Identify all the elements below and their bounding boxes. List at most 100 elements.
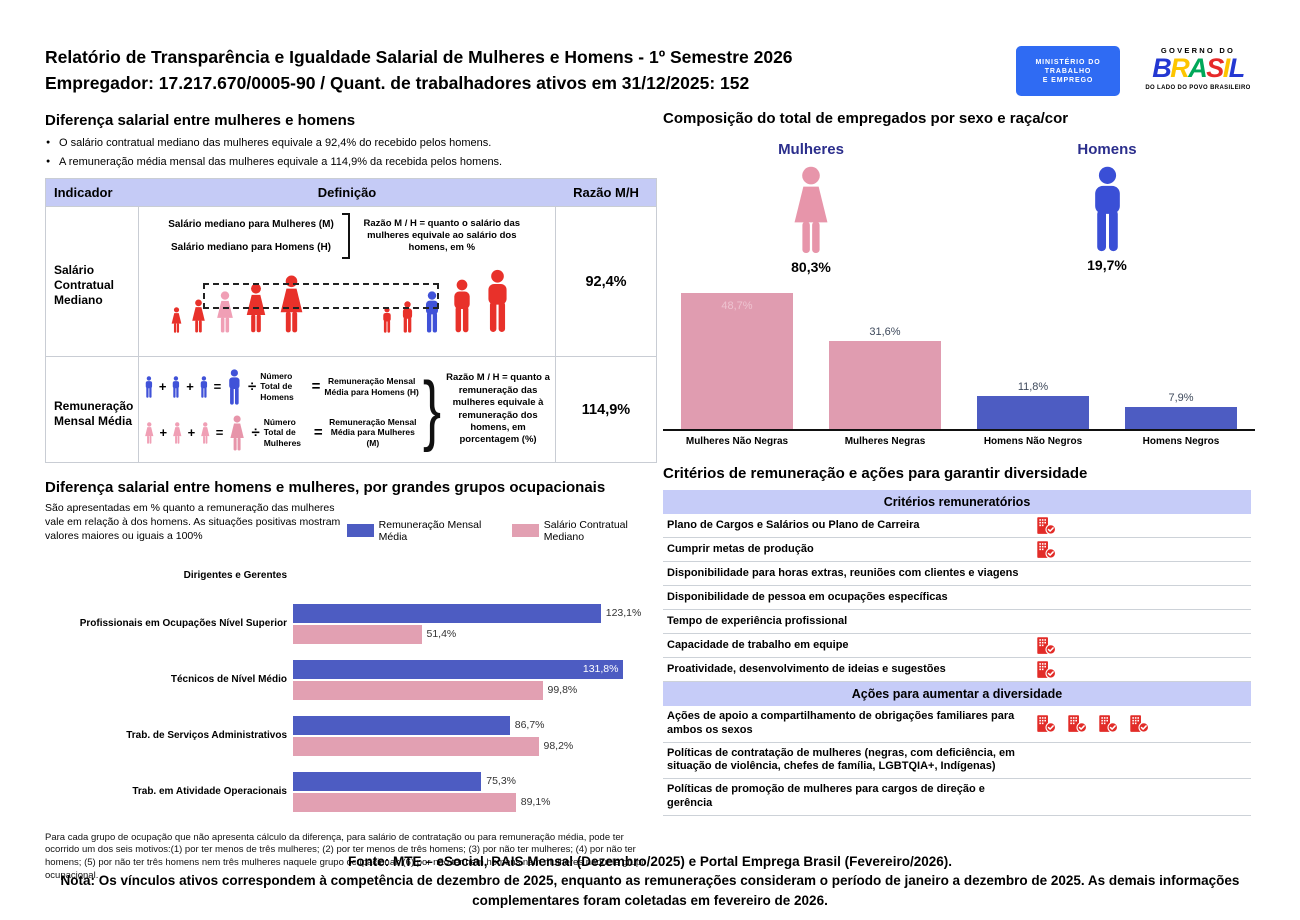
criteria-section-title: Critérios de remuneração e ações para ga… xyxy=(663,465,1088,482)
divisor-label-women: Número Total de Mulheres xyxy=(263,417,302,448)
bar-value-label: 11,8% xyxy=(1017,380,1049,393)
criteria-checks xyxy=(1035,660,1251,679)
table-row-salario-mediano: Salário Contratual Mediano Salário media… xyxy=(46,206,656,356)
occupational-bar-chart: Dirigentes e Gerentes Profissionais em O… xyxy=(45,556,657,820)
ratio-definition-note: Razão M / H = quanto a remuneração das m… xyxy=(446,372,550,446)
legend-swatch-pink xyxy=(512,524,539,538)
divide-sign: ÷ xyxy=(251,424,260,441)
bar-value-label: 51,4% xyxy=(426,628,457,641)
bar-pair: 86,7% 98,2% xyxy=(293,715,657,756)
report-footer: Fonte: MTE – eSocial, RAIS Mensal (Dezem… xyxy=(0,854,1300,910)
gov-logo-brand: BRASIL xyxy=(1152,53,1246,83)
chart-group-administrativos: Trab. de Serviços Administrativos 86,7% … xyxy=(45,708,657,764)
bar-row: 131,8% xyxy=(293,659,657,679)
brand-letter: L xyxy=(1228,53,1246,83)
def-line-homens: Salário mediano para Homens (H) xyxy=(170,242,332,253)
bar-value-label: 99,8% xyxy=(547,684,578,697)
salary-gap-title: Diferença salarial entre mulheres e home… xyxy=(45,112,356,129)
bar-row: 86,7% xyxy=(293,715,657,735)
building-check-icon xyxy=(1035,516,1057,535)
divide-sign: ÷ xyxy=(248,378,257,395)
report-title: Relatório de Transparência e Igualdade S… xyxy=(45,47,793,67)
action-row: Políticas de promoção de mulheres para c… xyxy=(663,779,1251,816)
salary-gap-bullets: O salário contratual mediano das mulhere… xyxy=(45,137,657,168)
criteria-row: Plano de Cargos e Salários ou Plano de C… xyxy=(663,514,1251,538)
bar-mulheres-negras xyxy=(829,340,941,429)
woman-large-icon xyxy=(786,166,836,254)
bar-value-label: 98,2% xyxy=(543,740,574,753)
band-acoes: Ações para aumentar a diversidade xyxy=(663,682,1251,706)
bullet-remuneracao: A remuneração média mensal das mulheres … xyxy=(46,156,657,168)
report-header: Relatório de Transparência e Igualdade S… xyxy=(45,44,793,97)
chart-legend: Remuneração Mensal Média Salário Contrat… xyxy=(346,518,657,543)
chart-group-dirigentes: Dirigentes e Gerentes xyxy=(45,556,657,596)
table-row-remuneracao-media: Remuneração Mensal Média + + = ÷ Núme xyxy=(46,356,656,462)
summary-label: Homens xyxy=(1077,141,1137,158)
category-label: Homens Negros xyxy=(1142,436,1220,447)
definition-cell: Salário mediano para Mulheres (M) Salári… xyxy=(138,207,556,356)
man-icon xyxy=(380,307,394,333)
legend-label: Salário Contratual Mediano xyxy=(543,518,628,543)
summary-homens: Homens 19,7% xyxy=(1017,141,1197,275)
bar-value-label: 131,8% xyxy=(582,663,619,676)
action-checks xyxy=(1035,714,1251,733)
definition-diagram: Salário mediano para Mulheres (M) Salári… xyxy=(143,213,551,259)
summary-percentage: 19,7% xyxy=(1087,257,1127,273)
plus-sign: + xyxy=(186,379,194,394)
woman-icon xyxy=(143,422,156,444)
brace-shape: } xyxy=(422,365,442,454)
bar-pair: 131,8% 99,8% xyxy=(293,659,657,700)
equals-sign: = xyxy=(215,425,224,440)
building-check-icon xyxy=(1035,714,1057,733)
composition-summary: Mulheres 80,3% Homens 19,7% xyxy=(663,141,1255,275)
brand-letter: I xyxy=(1222,53,1231,83)
chart-group-operacionais: Trab. em Atividade Operacionais 75,3% 89… xyxy=(45,764,657,820)
action-label: Políticas de contratação de mulheres (ne… xyxy=(667,746,1015,773)
criteria-table: Critérios remuneratórios Plano de Cargos… xyxy=(663,490,1251,816)
action-label: Ações de apoio a compartilhamento de obr… xyxy=(667,710,1015,736)
bar-homens-nao-negros xyxy=(977,395,1089,429)
footer-nota: Nota: Os vínculos ativos correspondem à … xyxy=(60,873,1240,908)
action-row: Políticas de contratação de mulheres (ne… xyxy=(663,743,1251,779)
plus-sign: + xyxy=(187,425,196,440)
formula-men: + + = ÷ Número Total de Homens = Remuner… xyxy=(143,364,419,410)
action-row: Ações de apoio a compartilhamento de obr… xyxy=(663,706,1251,743)
mte-logo-line2: TRABALHO xyxy=(1044,67,1092,75)
bar-pair: 123,1% 51,4% xyxy=(293,603,657,644)
woman-icon xyxy=(199,422,212,444)
bar-value-label: 7,9% xyxy=(1168,391,1194,404)
woman-icon xyxy=(171,422,184,444)
header-logos: MINISTÉRIO DO TRABALHO E EMPREGO GOVERNO… xyxy=(1016,46,1260,96)
criteria-label: Disponibilidade de pessoa em ocupações e… xyxy=(667,590,948,603)
equals-sign: = xyxy=(213,379,222,394)
bar-value-label: 123,1% xyxy=(605,607,642,620)
brand-letter: S xyxy=(1206,53,1224,83)
bar-row: 99,8% xyxy=(293,680,657,700)
bar-value-label: 89,1% xyxy=(520,796,551,809)
gov-logo-kicker: GOVERNO DO xyxy=(1160,46,1236,55)
indicator-table: Indicador Definição Razão M/H Salário Co… xyxy=(45,178,657,463)
woman-icon xyxy=(169,307,184,333)
mte-logo-line1: MINISTÉRIO DO xyxy=(1035,58,1101,66)
category-label: Mulheres Negras xyxy=(844,436,926,447)
bar-value-label: 31,6% xyxy=(869,325,901,338)
legend-swatch-blue xyxy=(346,524,374,538)
building-check-icon xyxy=(1035,636,1057,655)
summary-label: Mulheres xyxy=(778,141,844,158)
bar-row: 89,1% xyxy=(293,792,657,812)
category-label: Trab. de Serviços Administrativos xyxy=(126,730,287,742)
man-icon xyxy=(143,376,155,398)
median-link-dashed-box xyxy=(203,283,439,309)
summary-percentage: 80,3% xyxy=(791,259,831,275)
criteria-label: Cumprir metas de produção xyxy=(667,542,814,555)
occupational-chart-subrow: São apresentadas em % quanto a remuneraç… xyxy=(45,501,657,544)
criteria-label: Tempo de experiência profissional xyxy=(667,614,848,627)
bullet-contratual: O salário contratual mediano das mulhere… xyxy=(46,137,657,149)
criteria-checks xyxy=(1035,540,1251,559)
col-header-indicador: Indicador xyxy=(54,185,113,200)
criteria-label: Disponibilidade para horas extras, reuni… xyxy=(667,566,1019,579)
mte-ministry-logo: MINISTÉRIO DO TRABALHO E EMPREGO xyxy=(1016,46,1120,96)
man-large-icon xyxy=(1085,166,1130,252)
criteria-row: Proatividade, desenvolvimento de ideias … xyxy=(663,658,1251,682)
